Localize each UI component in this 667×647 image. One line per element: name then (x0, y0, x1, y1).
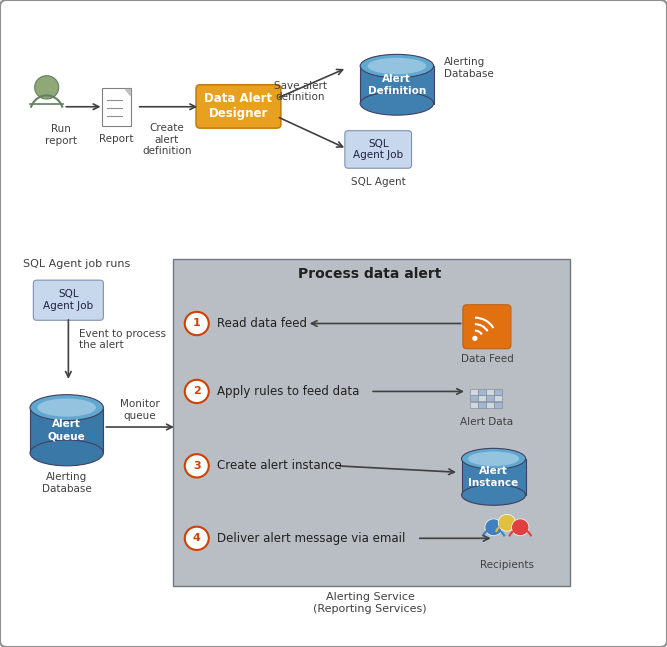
Text: Run
report: Run report (45, 124, 77, 146)
Text: Monitor
queue: Monitor queue (120, 399, 160, 421)
Text: Save alert
definition: Save alert definition (273, 81, 327, 102)
Bar (462, 459, 526, 495)
FancyBboxPatch shape (102, 88, 131, 126)
Text: Alert Data: Alert Data (460, 417, 514, 427)
Text: Alert
Definition: Alert Definition (368, 74, 426, 96)
Bar (360, 66, 434, 104)
Circle shape (185, 312, 209, 335)
Ellipse shape (360, 54, 434, 78)
Circle shape (35, 76, 59, 99)
Text: Create alert instance: Create alert instance (217, 459, 342, 472)
Bar (470, 395, 478, 401)
Text: Read data feed: Read data feed (217, 317, 307, 330)
Ellipse shape (360, 92, 434, 115)
Text: Alerting
Database: Alerting Database (444, 57, 494, 79)
Text: 4: 4 (193, 533, 201, 543)
Text: Deliver alert message via email: Deliver alert message via email (217, 532, 405, 545)
Text: 1: 1 (193, 318, 201, 329)
Bar (478, 402, 486, 408)
Circle shape (185, 380, 209, 403)
Text: Alert
Instance: Alert Instance (468, 466, 519, 488)
Text: 2: 2 (193, 386, 201, 397)
Ellipse shape (468, 452, 519, 466)
Text: SQL
Agent Job: SQL Agent Job (43, 289, 93, 311)
Ellipse shape (462, 448, 526, 469)
FancyBboxPatch shape (173, 259, 570, 586)
Text: Alert
Queue: Alert Queue (48, 419, 85, 441)
Circle shape (185, 527, 209, 550)
Bar (494, 402, 502, 408)
Text: 3: 3 (193, 461, 201, 471)
Circle shape (185, 454, 209, 477)
Ellipse shape (462, 485, 526, 505)
Bar (486, 395, 494, 401)
Bar (494, 395, 502, 401)
Text: Apply rules to feed data: Apply rules to feed data (217, 385, 359, 398)
Ellipse shape (30, 395, 103, 421)
Text: Alerting
Database: Alerting Database (42, 472, 91, 494)
FancyBboxPatch shape (33, 280, 103, 320)
Text: Create
alert
definition: Create alert definition (142, 123, 191, 156)
Text: Recipients: Recipients (480, 560, 534, 569)
Circle shape (498, 514, 516, 531)
Text: Process data alert: Process data alert (299, 267, 442, 281)
Text: Event to process
the alert: Event to process the alert (79, 329, 165, 351)
Bar (478, 389, 486, 395)
Bar (470, 389, 478, 395)
Text: Alerting Service
(Reporting Services): Alerting Service (Reporting Services) (313, 592, 427, 613)
Bar (494, 389, 502, 395)
Text: SQL Agent: SQL Agent (351, 177, 406, 186)
Circle shape (512, 519, 529, 536)
Bar (478, 395, 486, 401)
Circle shape (485, 519, 502, 536)
Ellipse shape (368, 58, 426, 74)
Bar (486, 389, 494, 395)
Text: Report: Report (99, 135, 134, 144)
Text: SQL
Agent Job: SQL Agent Job (353, 138, 404, 160)
Bar (470, 402, 478, 408)
Circle shape (472, 336, 478, 341)
Text: Data Alert
Designer: Data Alert Designer (204, 93, 273, 120)
Text: Data Feed: Data Feed (460, 354, 514, 364)
FancyBboxPatch shape (463, 305, 511, 349)
Ellipse shape (37, 399, 96, 417)
Polygon shape (125, 89, 130, 96)
FancyBboxPatch shape (196, 85, 281, 128)
Bar (30, 408, 103, 453)
FancyBboxPatch shape (345, 131, 412, 168)
Bar (486, 402, 494, 408)
Ellipse shape (30, 440, 103, 466)
Text: SQL Agent job runs: SQL Agent job runs (23, 259, 131, 269)
